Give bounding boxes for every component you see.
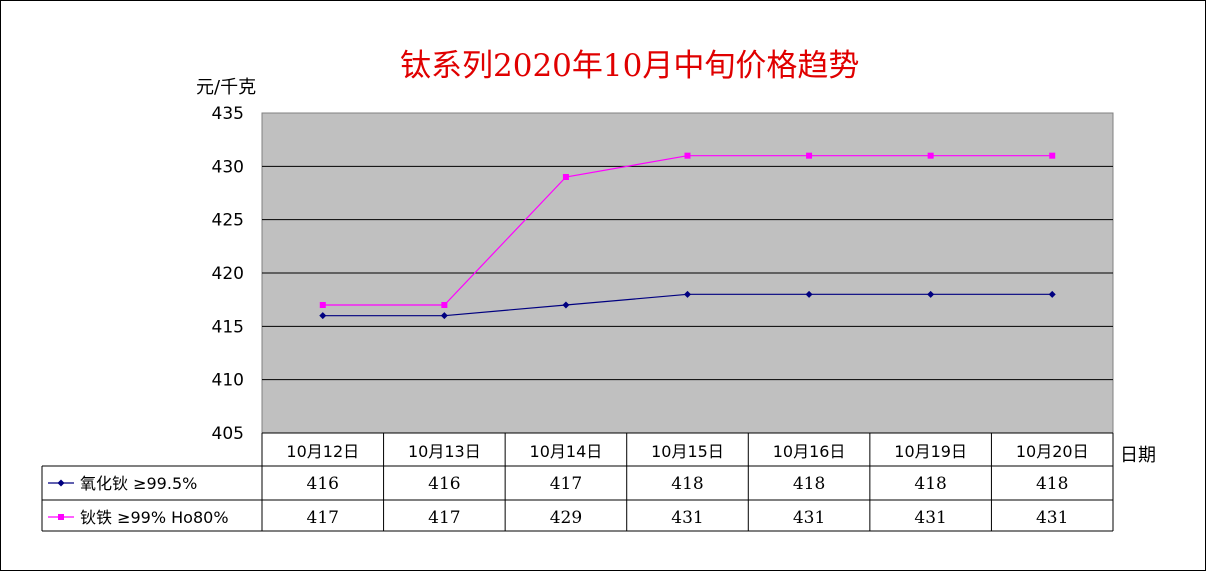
x-tick-label: 10月20日 [1016, 442, 1089, 461]
data-label: 431 [1036, 508, 1068, 528]
y-axis-label: 元/千克 [196, 77, 257, 98]
data-label: 431 [914, 508, 946, 528]
y-tick-label: 410 [212, 371, 244, 391]
data-label: 431 [671, 508, 703, 528]
series-point-0 [440, 312, 448, 320]
series-point-1 [319, 302, 326, 308]
legend-entry: 钬铁 ≥99% Ho80% [80, 508, 229, 527]
data-label: 416 [307, 474, 339, 494]
x-tick-label: 10月19日 [894, 442, 967, 461]
x-tick-label: 10月15日 [651, 442, 724, 461]
series-point-1 [684, 152, 691, 159]
series-point-1 [562, 174, 569, 180]
data-label: 418 [1036, 474, 1068, 494]
series-point-1 [927, 152, 934, 159]
series-point-0 [805, 290, 813, 298]
y-tick-label: 405 [212, 424, 244, 444]
y-tick-label: 425 [212, 211, 244, 231]
series-point-0 [927, 290, 935, 298]
legend-key-marker [58, 514, 64, 520]
data-label: 431 [793, 508, 825, 528]
series-point-0 [562, 301, 570, 309]
data-label: 417 [428, 508, 460, 528]
data-label: 416 [428, 474, 460, 494]
y-tick-label: 430 [212, 157, 244, 177]
y-tick-label: 415 [212, 317, 244, 337]
data-label: 417 [307, 508, 339, 528]
series-point-1 [1049, 152, 1056, 159]
series-point-1 [806, 152, 813, 159]
series-point-0 [684, 290, 691, 298]
data-label: 418 [793, 474, 825, 494]
y-tick-label: 420 [212, 264, 244, 284]
data-label: 417 [550, 474, 582, 494]
data-label: 418 [671, 474, 703, 494]
series-point-0 [319, 312, 327, 320]
legend-key-marker [57, 479, 65, 487]
data-label: 418 [914, 474, 946, 494]
x-tick-label: 10月16日 [773, 442, 846, 461]
series-point-0 [1048, 290, 1056, 298]
x-tick-label: 10月12日 [286, 442, 359, 461]
data-label: 429 [550, 508, 582, 528]
chart-title: 钛系列2020年10月中旬价格趋势 [400, 48, 860, 84]
x-tick-label: 10月13日 [408, 442, 481, 461]
x-tick-label: 10月14日 [530, 442, 603, 461]
y-tick-label: 435 [212, 104, 244, 124]
series-point-1 [441, 302, 448, 308]
legend-entry: 氧化钬 ≥99.5% [80, 474, 197, 493]
x-axis-label: 日期 [1120, 445, 1156, 466]
